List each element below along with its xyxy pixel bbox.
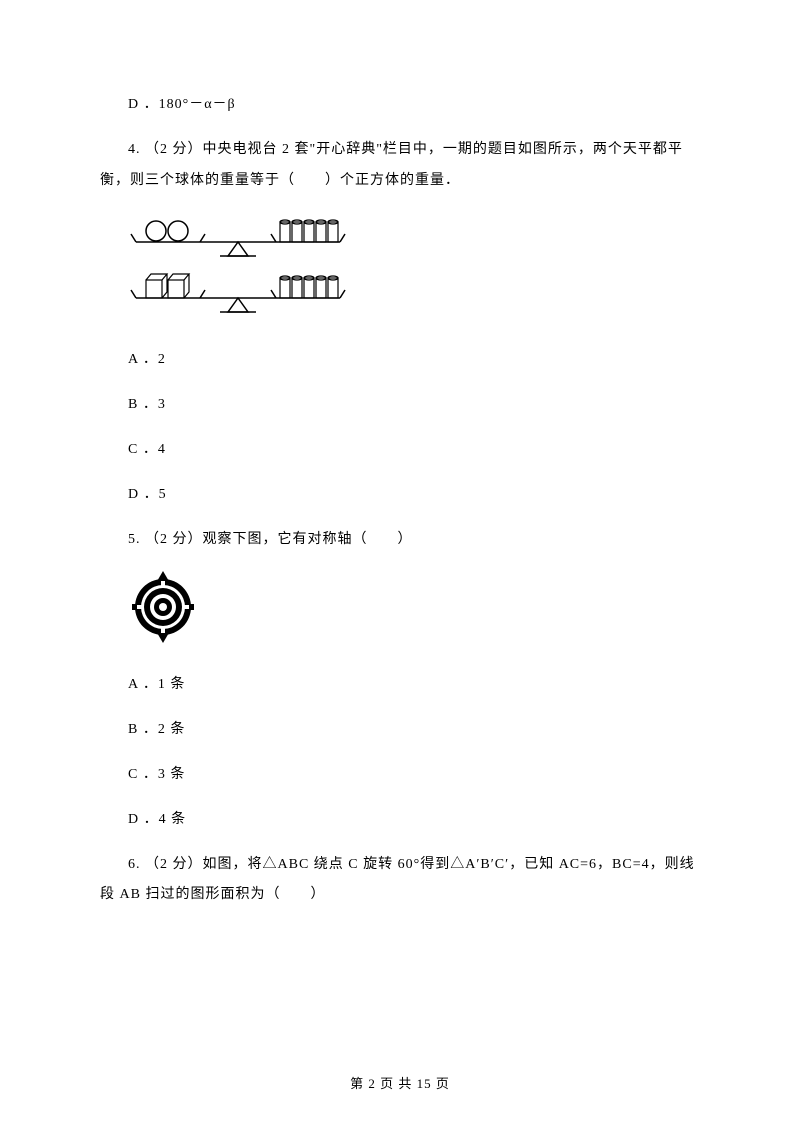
- q5-option-a: A ．1 条: [100, 670, 700, 701]
- symmetry-symbol-figure: [128, 569, 700, 650]
- page-footer: 第 2 页 共 15 页: [0, 1073, 800, 1092]
- q4-option-d: D ．5: [100, 480, 700, 511]
- question-5: 5. （2 分）观察下图，它有对称轴（ ）: [100, 525, 700, 556]
- question-4: 4. （2 分）中央电视台 2 套"开心辞典"栏目中，一期的题目如图所示，两个天…: [100, 135, 700, 197]
- symbol-svg: [128, 569, 198, 645]
- balance-scales-figure: [128, 210, 700, 325]
- q5-option-b: B ．2 条: [100, 715, 700, 746]
- q4-option-c: C ．4: [100, 435, 700, 466]
- balance-svg: [128, 210, 348, 320]
- q4-option-b: B ．3: [100, 390, 700, 421]
- question-6: 6. （2 分）如图，将△ABC 绕点 C 旋转 60°得到△A′B′C′，已知…: [100, 850, 700, 912]
- q5-option-c: C ．3 条: [100, 760, 700, 791]
- q4-option-a: A ．2: [100, 345, 700, 376]
- q5-option-d: D ．4 条: [100, 805, 700, 836]
- prev-option-d: D ．180°－α－β: [100, 90, 700, 121]
